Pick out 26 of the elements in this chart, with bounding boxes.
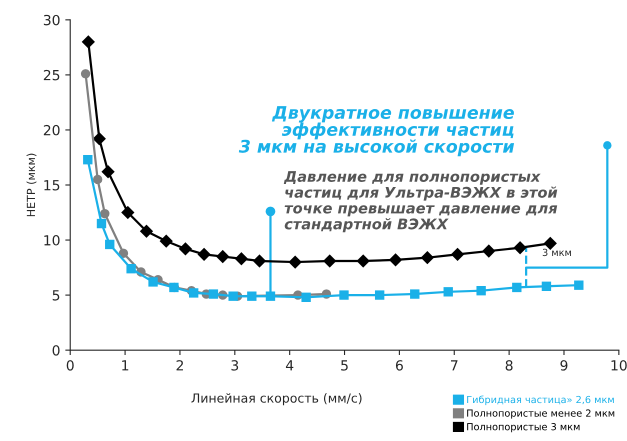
x-tick-label: 2 xyxy=(176,360,183,370)
x-tick-label: 0 xyxy=(66,360,74,371)
x-tick-label: 4 xyxy=(286,360,294,370)
y-tick-label: 30 xyxy=(44,14,60,26)
x-tick-label: 5 xyxy=(341,360,348,371)
x-tick-label: 7 xyxy=(450,360,458,370)
y-tick-label: 10 xyxy=(44,235,60,246)
legend-label: Полнопористые 3 мкм xyxy=(467,423,580,432)
legend-label: Гибридная частица» 2,6 мкм xyxy=(467,395,614,406)
x-tick-label: 1 xyxy=(122,360,128,370)
x-tick-label: 6 xyxy=(396,360,403,371)
x-axis-title: Линейная скорость (мм/с) xyxy=(191,393,362,406)
x-tick-label: 9 xyxy=(560,360,568,371)
x-tick-label: 8 xyxy=(506,360,513,371)
x-tick-label: 10 xyxy=(612,360,627,371)
y-tick-label: 15 xyxy=(44,180,60,190)
annotation: Двукратное повышение эффективности частиц 3 мкм на высокой скорости xyxy=(238,106,514,156)
annotation: Давление для полнопористых частиц для Ультра-ВЭЖХ в этой точке превышает давление для стандартной ВЭЖХ xyxy=(284,171,558,232)
annotation: 3 мкм xyxy=(542,248,571,256)
legend-label: Полнопористые менее 2 мкм xyxy=(467,409,614,419)
y-tick-label: 0 xyxy=(52,345,60,356)
y-tick-label: 5 xyxy=(52,290,60,301)
x-tick-label: 3 xyxy=(231,360,238,371)
y-tick-label: 20 xyxy=(44,124,60,136)
y-axis-title: HETP (мкм) xyxy=(26,154,36,216)
y-tick-label: 25 xyxy=(44,70,60,80)
